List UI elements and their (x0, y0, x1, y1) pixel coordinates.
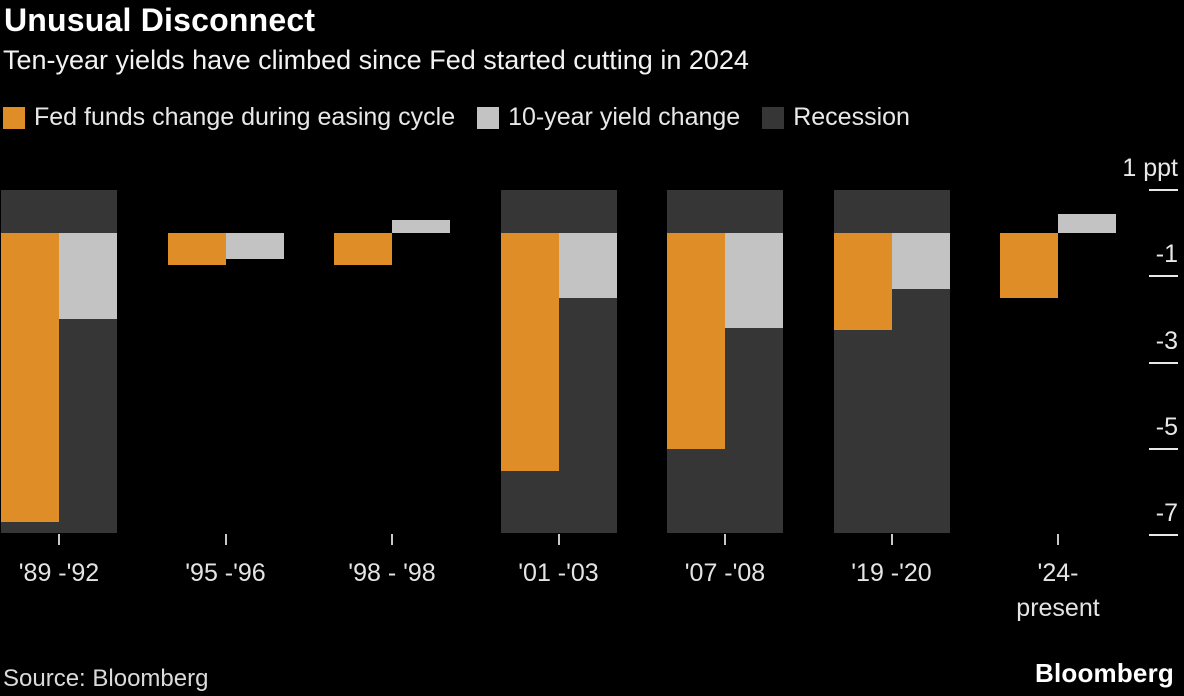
y-axis-tick (1149, 361, 1178, 364)
x-axis-tick (890, 534, 893, 545)
x-axis-tick (391, 534, 393, 545)
legend-label-yield-change: 10-year yield change (508, 103, 741, 131)
chart-subtitle: Ten-year yields have climbed since Fed s… (3, 45, 749, 75)
yield-change-bar (392, 220, 450, 233)
y-axis-label: -7 (1155, 499, 1178, 528)
x-axis-tick (1057, 534, 1059, 545)
fed-funds-bar (1000, 233, 1058, 298)
bloomberg-logo: Bloomberg (1034, 658, 1174, 688)
source-caption: Source: Bloomberg (3, 665, 209, 692)
yield-change-bar (1058, 213, 1116, 233)
fed-funds-bar (833, 233, 892, 331)
fed-funds-bar (1, 233, 59, 523)
fed-funds-swatch-icon (3, 106, 25, 129)
recession-swatch-icon (762, 106, 785, 129)
legend-label-recession: Recession (793, 103, 910, 131)
fed-funds-bar (500, 233, 559, 471)
legend-item-fed-funds: Fed funds change during easing cycle (3, 103, 455, 132)
y-axis-tick (1149, 534, 1178, 537)
x-axis-label: '89 -'92 (18, 559, 100, 587)
legend-item-recession: Recession (762, 103, 910, 132)
yield-change-bar (725, 233, 783, 329)
x-axis-label: '98 - '98 (348, 559, 436, 587)
y-axis-tick (1149, 188, 1178, 191)
yield-change-bar (558, 233, 617, 298)
x-axis-tick (224, 534, 227, 545)
x-axis-tick (58, 534, 60, 545)
y-axis-label: 1 ppt (1122, 153, 1178, 182)
yield-change-bar (225, 233, 284, 259)
y-axis-label: -3 (1155, 326, 1178, 355)
legend-label-fed-funds: Fed funds change during easing cycle (34, 103, 456, 131)
x-axis-tick (557, 534, 560, 545)
x-axis-label: '07 -'08 (684, 559, 766, 587)
x-axis-label: '95 -'96 (185, 559, 266, 587)
yield-change-bar (59, 233, 117, 320)
yield-change-swatch-icon (477, 106, 500, 129)
y-axis-label: -1 (1155, 240, 1178, 269)
x-axis-tick (724, 534, 726, 545)
fed-funds-bar (167, 233, 226, 266)
yield-change-bar (891, 233, 950, 290)
legend-item-yield-change: 10-year yield change (477, 103, 740, 132)
chart-title: Unusual Disconnect (4, 2, 316, 38)
x-axis-label: '01 -'03 (518, 559, 599, 587)
x-axis-label: '24- present (1016, 559, 1100, 622)
x-axis-label: '19 -'20 (851, 559, 932, 587)
y-axis-tick (1149, 448, 1178, 450)
legend: Fed funds change during easing cycle 10-… (3, 103, 910, 132)
y-axis-label: -5 (1155, 413, 1178, 441)
fed-funds-bar (334, 233, 392, 266)
y-axis-tick (1149, 275, 1178, 278)
fed-funds-bar (667, 233, 725, 449)
